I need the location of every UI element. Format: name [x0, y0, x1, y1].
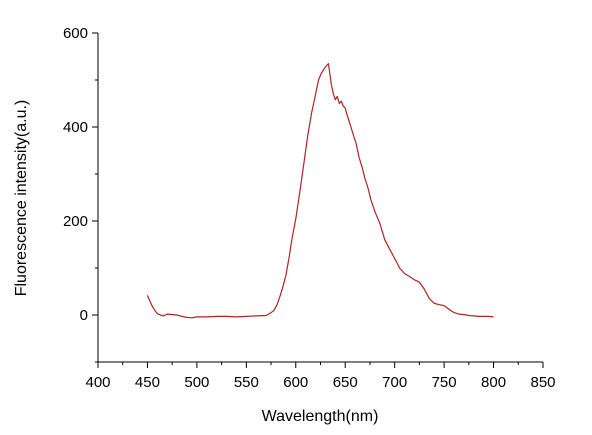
y-tick-label: 0	[80, 307, 88, 324]
x-axis-ticks: 400 450 500 550 600 650 700 750 800 850	[85, 362, 556, 391]
series-line	[146, 62, 494, 319]
y-axis-ticks: 0 200 400 600	[63, 25, 98, 363]
y-tick-label: 600	[63, 25, 88, 42]
axes	[97, 33, 543, 363]
y-axis-label: Fluorescence intensity(a.u.)	[13, 100, 30, 297]
x-tick-label: 700	[382, 374, 407, 391]
series-group	[146, 62, 494, 319]
x-tick-label: 650	[333, 374, 358, 391]
x-tick-label: 500	[184, 374, 209, 391]
y-tick-label: 400	[63, 119, 88, 136]
x-tick-label: 850	[530, 374, 555, 391]
x-tick-label: 750	[432, 374, 457, 391]
y-tick-label: 200	[63, 213, 88, 230]
x-tick-label: 450	[135, 374, 160, 391]
x-tick-label: 600	[283, 374, 308, 391]
x-axis-label: Wavelength(nm)	[262, 408, 379, 425]
x-tick-label: 550	[234, 374, 259, 391]
x-tick-label: 800	[481, 374, 506, 391]
x-tick-label: 400	[85, 374, 110, 391]
